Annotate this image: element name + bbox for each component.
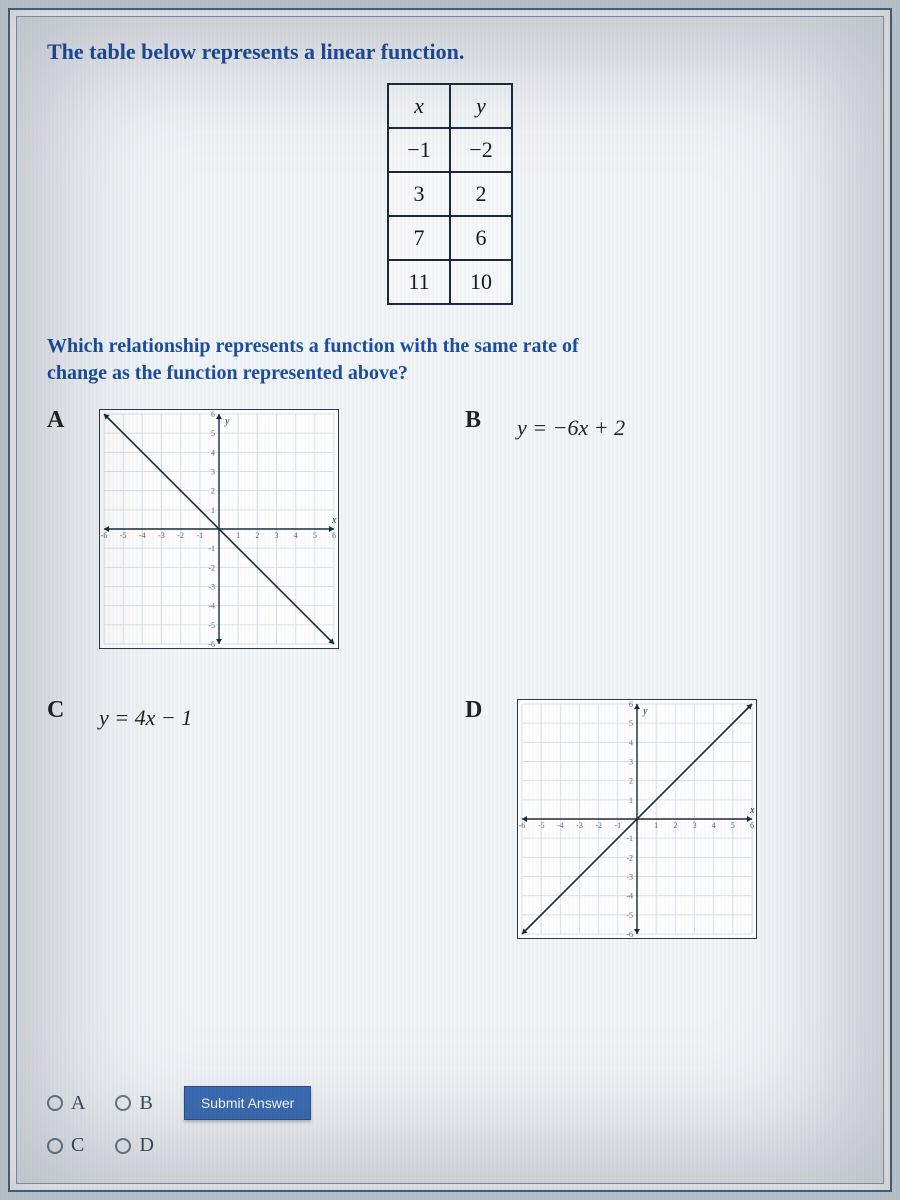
svg-text:y: y xyxy=(642,706,648,717)
table-row: 7 6 xyxy=(388,216,512,260)
table-cell: −2 xyxy=(450,128,512,172)
svg-text:5: 5 xyxy=(211,429,215,438)
svg-text:4: 4 xyxy=(629,738,633,747)
svg-text:-5: -5 xyxy=(208,621,215,630)
radio-circle-icon xyxy=(115,1095,131,1111)
svg-text:4: 4 xyxy=(294,531,298,540)
svg-text:3: 3 xyxy=(211,468,215,477)
svg-text:-3: -3 xyxy=(576,821,583,830)
svg-text:-4: -4 xyxy=(208,602,215,611)
svg-text:3: 3 xyxy=(275,531,279,540)
svg-text:3: 3 xyxy=(693,821,697,830)
radio-label-c: C xyxy=(71,1134,84,1157)
radio-label-a: A xyxy=(71,1092,85,1115)
svg-text:6: 6 xyxy=(332,531,336,540)
question-text: Which relationship represents a function… xyxy=(47,333,607,387)
table-cell: 3 xyxy=(388,172,450,216)
svg-text:-1: -1 xyxy=(208,544,215,553)
table-cell: 2 xyxy=(450,172,512,216)
answer-area: A B Submit Answer C D xyxy=(47,1086,311,1157)
option-a: A -6 -5 -4 -3 -2 -1 1 2 3 4 5 6 -6 -5 -4 -3 -2 -1 1 2 3 4 5 6 x y xyxy=(47,407,435,657)
option-label-d: D xyxy=(465,697,482,724)
svg-text:-3: -3 xyxy=(626,873,633,882)
option-b-equation: y = −6x + 2 xyxy=(517,415,853,441)
svg-text:-6: -6 xyxy=(626,930,633,938)
outer-frame: The table below represents a linear func… xyxy=(8,8,892,1192)
svg-text:1: 1 xyxy=(654,821,658,830)
radio-label-d: D xyxy=(139,1134,153,1157)
svg-text:-6: -6 xyxy=(519,821,526,830)
svg-text:x: x xyxy=(331,515,337,526)
option-d: D -6 -5 -4 -3 -2 -1 1 2 3 4 5 6 -6 -5 -4 -3 -2 -1 1 2 3 4 5 6 x y xyxy=(465,697,853,947)
svg-text:6: 6 xyxy=(750,821,754,830)
svg-text:-3: -3 xyxy=(208,583,215,592)
table-cell: 6 xyxy=(450,216,512,260)
option-c: C y = 4x − 1 xyxy=(47,697,435,947)
svg-text:-2: -2 xyxy=(177,531,184,540)
question-card: The table below represents a linear func… xyxy=(16,16,884,1184)
svg-text:-1: -1 xyxy=(614,821,621,830)
svg-text:2: 2 xyxy=(255,531,259,540)
svg-text:3: 3 xyxy=(629,758,633,767)
svg-text:2: 2 xyxy=(673,821,677,830)
svg-text:y: y xyxy=(224,416,230,427)
option-label-c: C xyxy=(47,697,64,724)
table-cell: 11 xyxy=(388,260,450,304)
svg-text:-4: -4 xyxy=(626,892,633,901)
svg-text:5: 5 xyxy=(731,821,735,830)
radio-option-d[interactable]: D xyxy=(115,1134,153,1157)
svg-text:-2: -2 xyxy=(626,853,633,862)
svg-text:-1: -1 xyxy=(196,531,203,540)
option-c-equation: y = 4x − 1 xyxy=(99,705,435,731)
option-label-a: A xyxy=(47,407,64,434)
table-header-x: x xyxy=(388,84,450,128)
svg-text:5: 5 xyxy=(313,531,317,540)
radio-circle-icon xyxy=(47,1095,63,1111)
radio-label-b: B xyxy=(139,1092,152,1115)
data-table-wrap: x y −1 −2 3 2 7 6 11 10 xyxy=(47,83,853,305)
svg-text:1: 1 xyxy=(629,796,633,805)
svg-text:-2: -2 xyxy=(595,821,602,830)
submit-button[interactable]: Submit Answer xyxy=(184,1086,311,1120)
prompt-title: The table below represents a linear func… xyxy=(47,39,853,65)
radio-circle-icon xyxy=(47,1138,63,1154)
svg-text:4: 4 xyxy=(211,448,215,457)
table-cell: −1 xyxy=(388,128,450,172)
radio-circle-icon xyxy=(115,1138,131,1154)
table-row: 11 10 xyxy=(388,260,512,304)
radio-option-b[interactable]: B xyxy=(115,1092,153,1115)
options-grid: A -6 -5 -4 -3 -2 -1 1 2 3 4 5 6 -6 -5 -4 -3 -2 -1 1 2 3 4 5 6 x y… xyxy=(47,407,853,947)
svg-text:-6: -6 xyxy=(208,640,215,648)
svg-text:2: 2 xyxy=(211,487,215,496)
option-a-graph: -6 -5 -4 -3 -2 -1 1 2 3 4 5 6 -6 -5 -4 -3 -2 -1 1 2 3 4 5 6 x y xyxy=(99,409,339,649)
table-row: 3 2 xyxy=(388,172,512,216)
svg-text:-5: -5 xyxy=(120,531,127,540)
radio-option-a[interactable]: A xyxy=(47,1092,85,1115)
svg-text:6: 6 xyxy=(211,410,215,419)
option-b: B y = −6x + 2 xyxy=(465,407,853,657)
svg-text:5: 5 xyxy=(629,719,633,728)
svg-text:2: 2 xyxy=(629,777,633,786)
svg-text:-3: -3 xyxy=(158,531,165,540)
radio-option-c[interactable]: C xyxy=(47,1134,85,1157)
svg-text:1: 1 xyxy=(236,531,240,540)
table-cell: 7 xyxy=(388,216,450,260)
svg-text:-1: -1 xyxy=(626,834,633,843)
table-cell: 10 xyxy=(450,260,512,304)
svg-text:-5: -5 xyxy=(538,821,545,830)
svg-text:6: 6 xyxy=(629,700,633,709)
option-d-graph: -6 -5 -4 -3 -2 -1 1 2 3 4 5 6 -6 -5 -4 -3 -2 -1 1 2 3 4 5 6 x y xyxy=(517,699,757,939)
table-row: −1 −2 xyxy=(388,128,512,172)
svg-text:-4: -4 xyxy=(557,821,564,830)
svg-text:1: 1 xyxy=(211,506,215,515)
table-header-y: y xyxy=(450,84,512,128)
svg-text:-5: -5 xyxy=(626,911,633,920)
svg-text:4: 4 xyxy=(712,821,716,830)
svg-text:-2: -2 xyxy=(208,563,215,572)
svg-text:-4: -4 xyxy=(139,531,146,540)
svg-text:x: x xyxy=(749,805,755,816)
svg-text:-6: -6 xyxy=(101,531,108,540)
option-label-b: B xyxy=(465,407,481,434)
data-table: x y −1 −2 3 2 7 6 11 10 xyxy=(387,83,513,305)
